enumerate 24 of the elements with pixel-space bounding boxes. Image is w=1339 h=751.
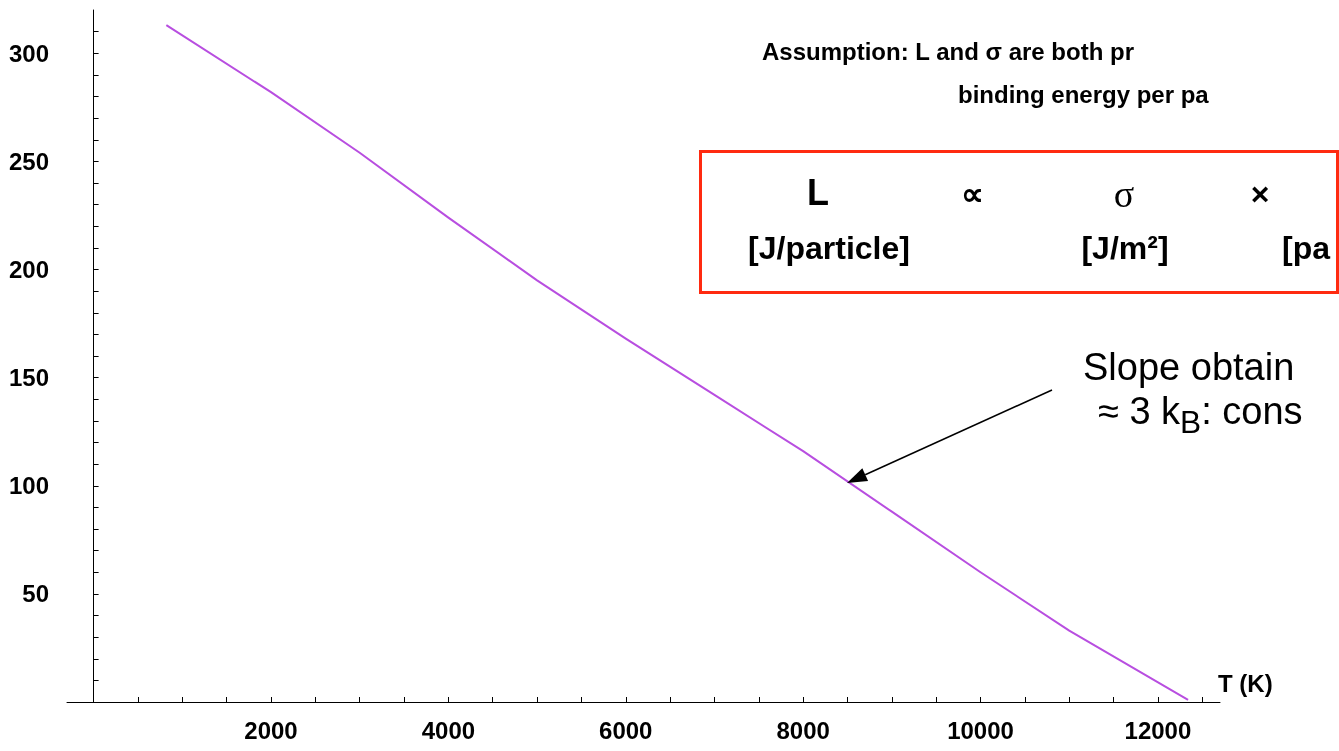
y-tick-label: 200 — [8, 256, 49, 283]
y-tick-label: 150 — [8, 364, 49, 392]
text: × — [1250, 176, 1270, 212]
x-tick-label: 6000 — [599, 716, 653, 744]
y-tick-label: 300 — [8, 39, 49, 67]
text: [pa — [1282, 230, 1330, 266]
x-axis-title: T (K) — [1218, 670, 1273, 697]
x-tick-label: 2000 — [244, 716, 298, 744]
x-tick-label: 4000 — [421, 716, 476, 744]
x-tick-label: 12000 — [1124, 716, 1192, 744]
annotation: σ — [1113, 173, 1135, 215]
annotation: Assumption: L and σ are both pr — [762, 38, 1134, 65]
y-tick-label: 50 — [22, 580, 49, 608]
annotation: binding energy per pa — [958, 81, 1209, 108]
y-tick-label: 100 — [8, 472, 49, 500]
annotation: [J/particle] — [748, 230, 910, 266]
annotation: [J/m²] — [1081, 230, 1169, 266]
annotation: ∝ — [960, 176, 984, 212]
x-tick-label: 8000 — [776, 716, 830, 744]
y-tick-label: 250 — [8, 147, 49, 175]
annotation: ≈ 3 k$_{B}$: cons — [1098, 390, 1303, 440]
annotation: L — [807, 172, 829, 213]
annotation: Slope obtain — [1083, 346, 1295, 388]
x-tick-label: 10000 — [947, 716, 1014, 744]
